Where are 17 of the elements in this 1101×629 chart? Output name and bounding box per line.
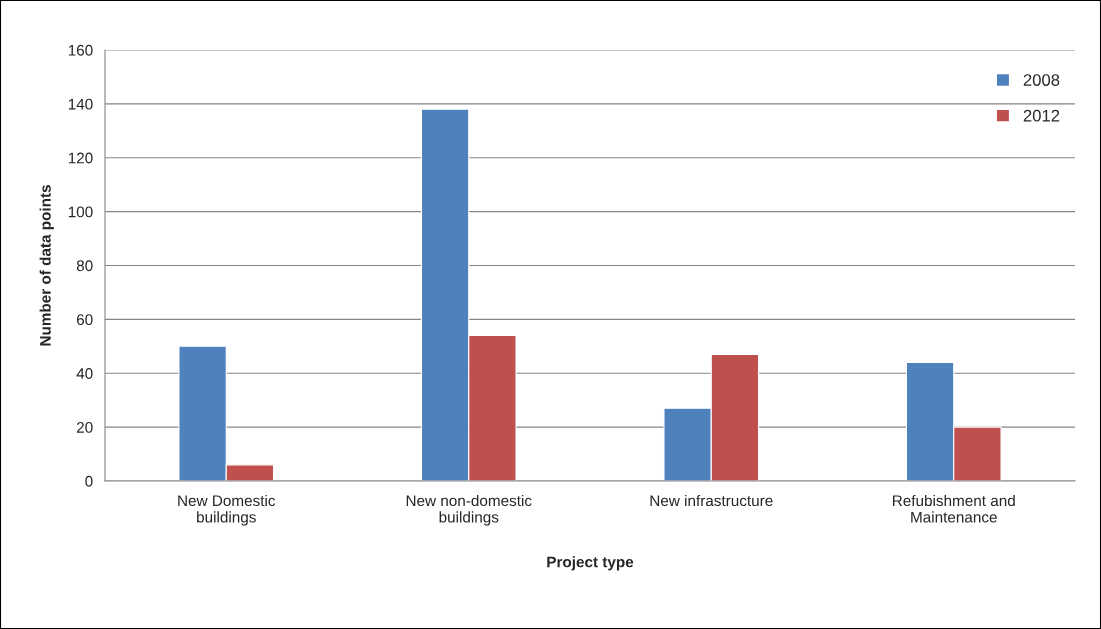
- legend-label: 2008: [1023, 74, 1060, 86]
- y-tick-label: 60: [76, 314, 93, 326]
- x-tick-label: Refubishment and Maintenance: [893, 494, 1015, 523]
- y-tick-label: 140: [68, 98, 93, 110]
- x-axis-title: Project type: [547, 556, 634, 571]
- y-tick-label: 100: [68, 206, 93, 218]
- x-tick-label: New infrastructure: [650, 494, 773, 507]
- y-tick-label: 0: [85, 475, 93, 487]
- y-tick-label: 160: [68, 44, 93, 56]
- x-tick-label: New non-domestic buildings: [406, 494, 532, 526]
- y-tick-label: 20: [76, 421, 93, 433]
- x-tick-label: New Domestic buildings: [178, 494, 276, 526]
- legend-label: 2012: [1023, 109, 1060, 122]
- y-tick-label: 120: [68, 152, 93, 164]
- y-tick-label: 40: [76, 368, 93, 379]
- y-axis-title: Number of data points: [39, 185, 54, 346]
- y-tick-label: 80: [76, 260, 93, 272]
